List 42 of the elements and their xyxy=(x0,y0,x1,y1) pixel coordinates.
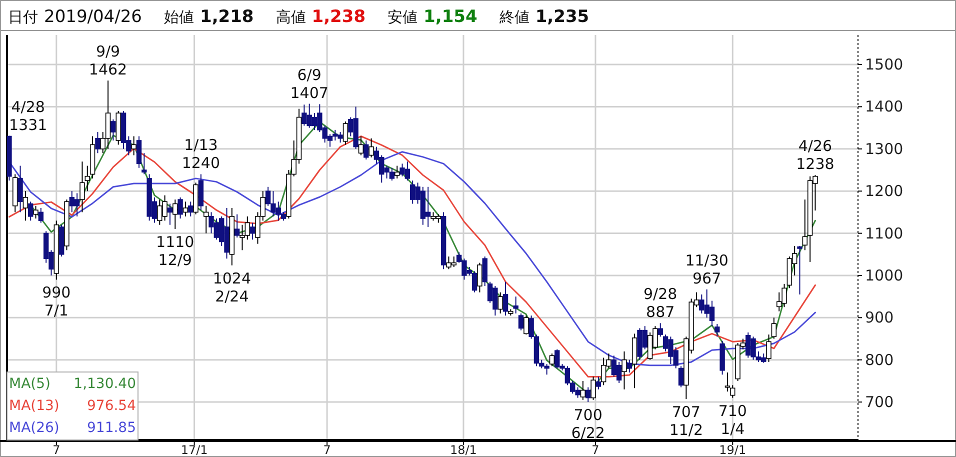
y-tick-label: 1000 xyxy=(865,266,904,284)
annotation: 4/26 1238 xyxy=(796,137,834,174)
text: 2019/04/26 xyxy=(44,7,142,27)
annotation: 4/28 1331 xyxy=(9,98,48,134)
annotation: 1024 2/24 xyxy=(212,269,252,306)
annotation: 9/9 1462 xyxy=(88,42,128,79)
y-tick-label: 1100 xyxy=(865,224,904,242)
text: 日付 xyxy=(8,8,38,26)
x-tick-label: 7 xyxy=(592,443,600,457)
y-tick-label: 900 xyxy=(865,308,894,327)
annotation: 1,130.40 xyxy=(74,376,136,392)
text: 始値 xyxy=(164,8,194,26)
annotation: 9/28 887 xyxy=(644,285,678,322)
y-tick-label: 1200 xyxy=(865,182,904,200)
annotation: 911.85 xyxy=(87,420,136,436)
y-tick-label: 1500 xyxy=(865,56,904,74)
text: 1,218 xyxy=(200,7,254,27)
text: 高値 xyxy=(276,8,306,26)
text: 終値 xyxy=(498,8,530,26)
x-tick-label: 17/1 xyxy=(180,443,208,457)
annotation: 6/9 1407 xyxy=(290,66,328,102)
y-tick-label: 1400 xyxy=(865,98,904,116)
annotation: 700 6/22 xyxy=(571,406,605,442)
text: 1,235 xyxy=(535,7,590,27)
annotation: 1110 12/9 xyxy=(156,233,194,270)
y-tick-label: 800 xyxy=(865,350,894,369)
x-tick-label: 7 xyxy=(52,443,60,457)
text: 1,238 xyxy=(312,7,366,27)
annotation: 710 1/4 xyxy=(718,402,747,438)
legend: MA(5) 1,130.40 MA(13) 976.54 MA(26) 911.85 xyxy=(6,372,138,440)
x-tick-label: 19/1 xyxy=(719,443,746,457)
text: 安値 xyxy=(388,8,418,26)
y-tick-label: 700 xyxy=(865,393,894,412)
annotation: 1/13 1240 xyxy=(182,136,220,172)
annotation: 990 7/1 xyxy=(42,284,71,320)
annotation: 707 11/2 xyxy=(669,403,704,440)
x-tick-label: 7 xyxy=(323,443,331,457)
y-tick-label: 1300 xyxy=(865,140,904,158)
x-tick-label: 18/1 xyxy=(450,443,477,457)
annotation: 11/30 967 xyxy=(685,251,728,288)
text: 1,154 xyxy=(424,7,478,27)
annotation: 976.54 xyxy=(87,398,136,414)
